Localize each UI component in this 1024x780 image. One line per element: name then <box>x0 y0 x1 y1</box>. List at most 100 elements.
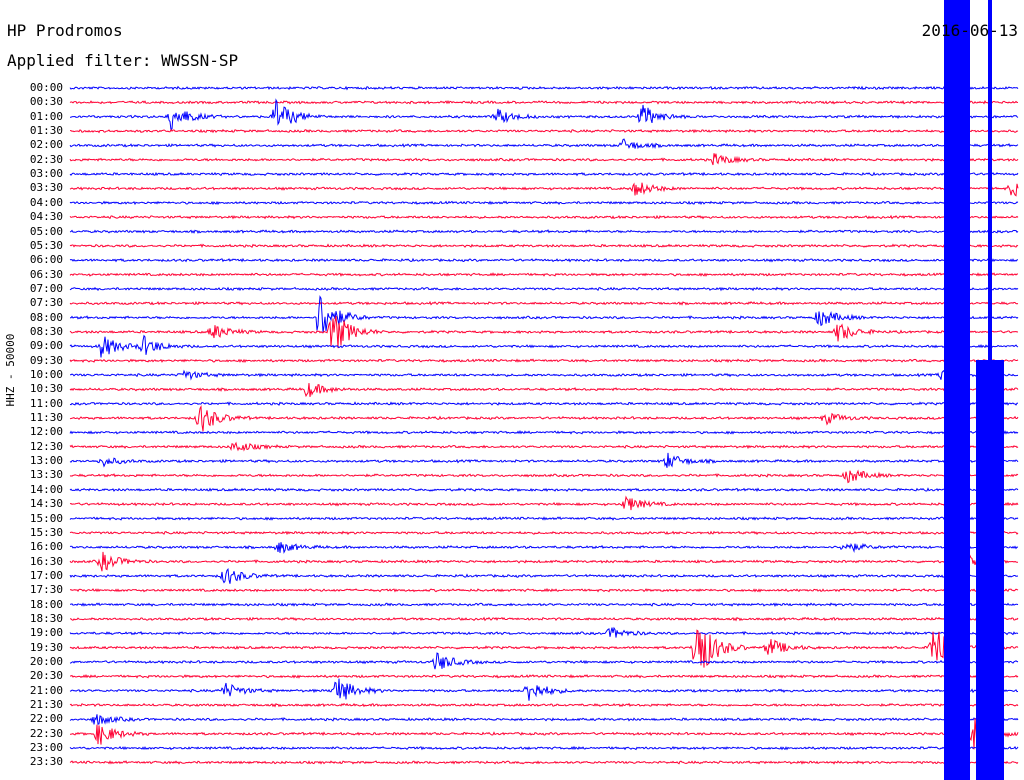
trace-line <box>69 452 1019 468</box>
tick-label: 22:30 <box>29 726 63 740</box>
tick-label: 10:00 <box>29 368 63 381</box>
trace-line <box>69 300 1019 306</box>
tick-label: 03:00 <box>29 167 63 181</box>
tick-label: 16:00 <box>29 540 63 554</box>
tick-label: 06:00 <box>29 253 63 267</box>
tick-label: 00:00 <box>29 81 63 94</box>
tick-label: 22:00 <box>29 712 63 726</box>
saturated-spike <box>988 0 992 360</box>
trace-line <box>69 760 1019 765</box>
tick-label: 11:00 <box>29 396 63 410</box>
trace-line <box>69 702 1019 708</box>
tick-label: 09:30 <box>29 353 63 367</box>
trace-line <box>69 171 1019 177</box>
tick-label: 06:30 <box>29 267 63 281</box>
tick-label: 03:30 <box>29 181 63 195</box>
trace-line <box>69 441 1019 452</box>
trace-line <box>70 602 1019 608</box>
tick-label: 05:30 <box>29 238 63 252</box>
trace-line <box>69 516 1019 521</box>
trace-line <box>70 369 1019 381</box>
filter-label: Applied filter: WWSSN-SP <box>7 51 239 70</box>
saturated-trace-block <box>944 0 970 780</box>
trace-line <box>70 98 1019 132</box>
tick-label: 00:30 <box>29 95 63 109</box>
trace-line <box>69 530 1019 536</box>
trace-line <box>69 405 1019 432</box>
tick-label: 07:30 <box>29 296 63 310</box>
trace-line <box>69 334 1019 358</box>
trace-line <box>69 182 1019 197</box>
trace-line <box>69 99 1019 105</box>
tick-label: 17:30 <box>29 583 63 597</box>
trace-line <box>69 626 1019 638</box>
trace-line <box>69 315 1019 349</box>
tick-label: 07:00 <box>29 281 63 295</box>
trace-line <box>69 85 1019 91</box>
tick-label: 11:30 <box>29 411 63 425</box>
tick-label: 15:00 <box>29 511 63 525</box>
tick-label: 08:30 <box>29 324 63 338</box>
tick-label: 14:00 <box>29 482 63 496</box>
tick-label: 17:00 <box>29 568 63 582</box>
trace-line <box>69 153 1019 166</box>
trace-line <box>69 542 1019 554</box>
tick-label: 08:00 <box>29 310 63 324</box>
trace-line <box>69 257 1019 263</box>
tick-label: 05:00 <box>29 224 63 238</box>
tick-label: 13:00 <box>29 454 63 468</box>
trace-line <box>69 745 1019 751</box>
tick-label: 01:00 <box>29 109 63 123</box>
trace-line <box>69 652 1019 670</box>
tick-label: 20:30 <box>29 669 63 683</box>
trace-line <box>69 487 1019 493</box>
tick-label: 23:30 <box>29 755 63 769</box>
tick-label: 20:00 <box>29 655 63 668</box>
trace-line <box>69 214 1019 220</box>
station-title: HP Prodromos <box>7 21 123 40</box>
tick-label: 09:00 <box>29 339 63 353</box>
trace-line <box>69 567 1019 584</box>
tick-label: 02:00 <box>29 138 63 152</box>
tick-label: 02:30 <box>29 152 63 166</box>
trace-line <box>69 587 1019 593</box>
trace-line <box>69 272 1018 277</box>
trace-line <box>69 358 1019 363</box>
tick-label: 16:30 <box>29 554 63 568</box>
tick-label: 04:30 <box>29 210 63 224</box>
trace-line <box>69 629 1019 668</box>
trace-line <box>70 673 1019 679</box>
trace-line <box>69 243 1019 249</box>
tick-label: 13:30 <box>29 468 63 482</box>
tick-label: 18:00 <box>29 597 63 611</box>
tick-label: 19:00 <box>29 626 63 640</box>
trace-line <box>69 616 1019 622</box>
trace-line <box>69 495 1019 511</box>
trace-line <box>70 128 1019 134</box>
tick-label: 01:30 <box>29 124 63 138</box>
trace-line <box>69 295 1019 333</box>
trace-line <box>69 430 1019 435</box>
tick-label: 14:30 <box>29 497 63 511</box>
tick-label: 21:00 <box>29 683 63 697</box>
trace-line <box>69 469 1019 484</box>
tick-label: 15:30 <box>29 525 63 539</box>
trace-line <box>69 229 1019 234</box>
saturated-trace-block <box>976 360 1004 780</box>
trace-line <box>69 138 1019 150</box>
trace-line <box>69 200 1019 206</box>
trace-line <box>69 383 1019 398</box>
tick-label: 21:30 <box>29 698 63 712</box>
trace-line <box>69 286 1019 292</box>
tick-label: 04:00 <box>29 195 63 209</box>
tick-label: 23:00 <box>29 741 63 755</box>
tick-label: 18:30 <box>29 611 63 625</box>
tick-label: 12:30 <box>29 439 63 453</box>
tick-label: 19:30 <box>29 640 63 654</box>
trace-line <box>69 714 1019 725</box>
trace-line <box>69 401 1019 406</box>
trace-line <box>69 718 1019 750</box>
tick-label: 10:30 <box>29 382 63 396</box>
trace-line <box>69 549 1019 577</box>
